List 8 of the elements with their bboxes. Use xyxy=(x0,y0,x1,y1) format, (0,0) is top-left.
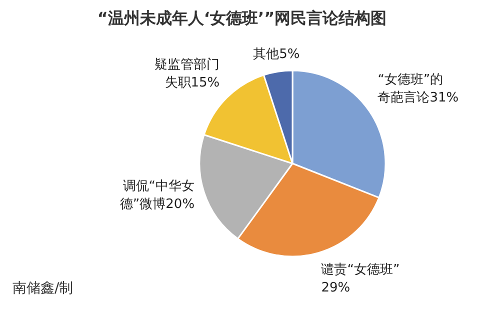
slice-label: “女德班”的奇葩言论31% xyxy=(378,72,459,106)
slice-label: 调侃“中华女德”微博20% xyxy=(120,178,195,212)
data-label: 29% xyxy=(321,280,350,296)
slice-label: 其他5% xyxy=(253,46,300,62)
chart-title: “温州未成年人‘女德班’”网民言论结构图 xyxy=(97,8,387,28)
text: 南储鑫/制 xyxy=(12,280,74,296)
slice-label: 疑监管部门失职15% xyxy=(154,56,220,91)
slice-label: 谴责“女德班” xyxy=(321,262,400,278)
